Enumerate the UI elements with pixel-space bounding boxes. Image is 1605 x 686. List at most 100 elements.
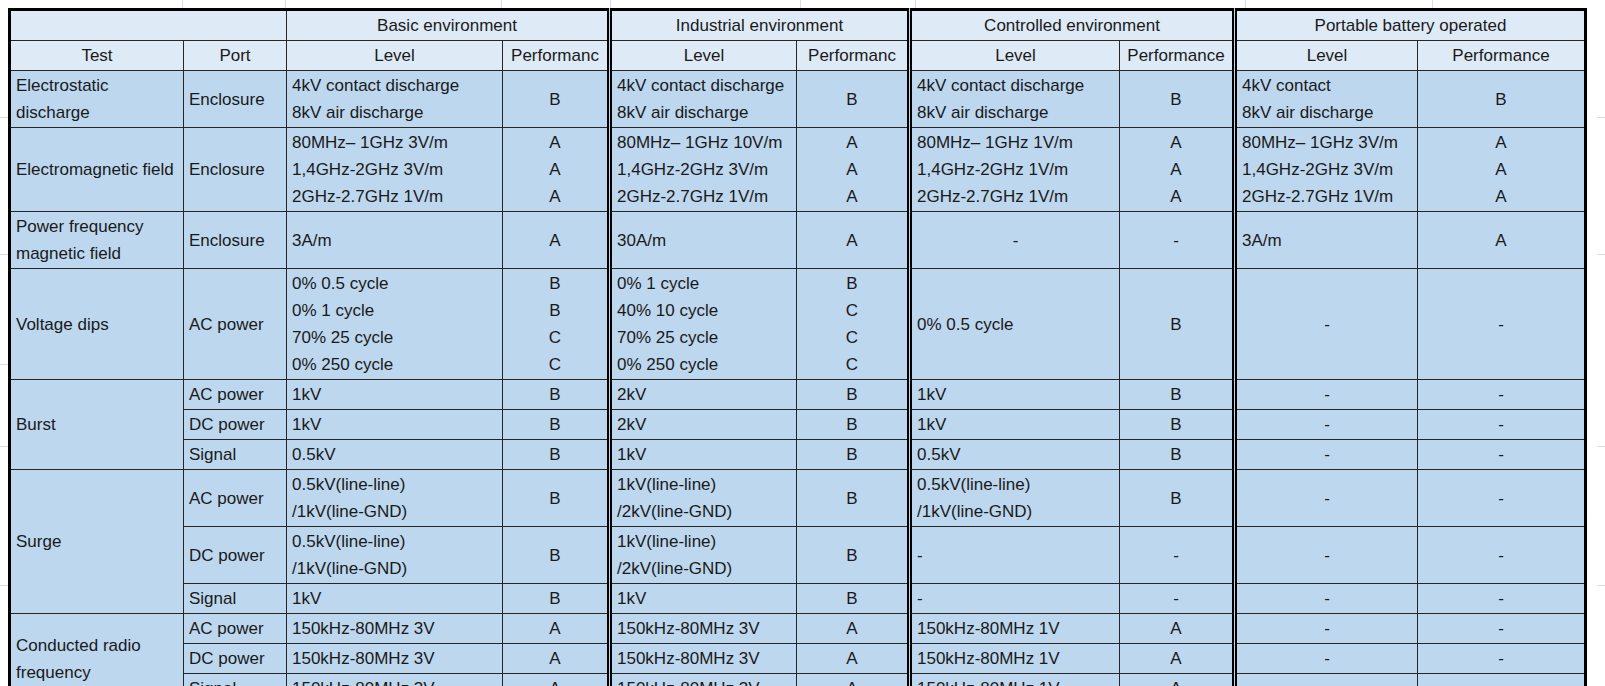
gridline (915, 0, 916, 8)
cell-test: Voltage dips (10, 269, 184, 380)
env-header-industrial: Industrial environment (610, 10, 910, 41)
row-burst-ac: Burst AC power 1kV B 2kV B 1kV B - - (10, 380, 1586, 410)
cell-perf: A (503, 644, 610, 674)
cell-level: - (910, 584, 1120, 614)
cell-port: Signal (184, 674, 287, 686)
cell-perf: B C C C (797, 269, 910, 380)
cell-perf: B (797, 71, 910, 128)
cell-perf: B (1120, 71, 1235, 128)
cell-perf: - (1418, 614, 1586, 644)
header-port: Port (184, 41, 287, 71)
corner-cell (10, 10, 287, 41)
env-header-controlled: Controlled environment (910, 10, 1235, 41)
row-burst-signal: Signal 0.5kV B 1kV B 0.5kV B - - (10, 440, 1586, 470)
gridline (1245, 0, 1246, 8)
row-voltage-dips: Voltage dips AC power 0% 0.5 cycle 0% 1 … (10, 269, 1586, 380)
cell-level: 0.5kV (287, 440, 503, 470)
cell-perf: B B C C (503, 269, 610, 380)
cell-perf: B (797, 410, 910, 440)
cell-port: Enclosure (184, 71, 287, 128)
cell-level: - (1235, 674, 1418, 686)
cell-perf: A (1418, 212, 1586, 269)
row-crf-signal: Signal 150kHz-80MHz 3V A 150kHz-80MHz 3V… (10, 674, 1586, 686)
cell-perf: A (797, 674, 910, 686)
header-level-industrial: Level (610, 41, 797, 71)
cell-perf: - (1418, 440, 1586, 470)
cell-level: 0% 0.5 cycle 0% 1 cycle 70% 25 cycle 0% … (287, 269, 503, 380)
cell-perf: A A A (797, 128, 910, 212)
gridline (1597, 585, 1605, 586)
cell-perf: - (1418, 527, 1586, 584)
gridline (1597, 254, 1605, 255)
cell-level: 3A/m (1235, 212, 1418, 269)
cell-perf: B (503, 470, 610, 527)
cell-port: Enclosure (184, 128, 287, 212)
cell-level: 4kV contact discharge 8kV air discharge (910, 71, 1120, 128)
header-perf-industrial: Performanc (797, 41, 910, 71)
cell-level: 80MHz– 1GHz 3V/m 1,4GHz-2GHz 3V/m 2GHz-2… (287, 128, 503, 212)
cell-perf: B (1120, 440, 1235, 470)
gridline (0, 585, 8, 586)
cell-test: Electromagnetic field (10, 128, 184, 212)
gridline (0, 117, 8, 118)
cell-test: Burst (10, 380, 184, 470)
cell-level: 1kV (287, 410, 503, 440)
header-perf-portable: Performance (1418, 41, 1586, 71)
cell-perf: A (503, 674, 610, 686)
cell-perf: B (1120, 380, 1235, 410)
cell-perf: A (1120, 674, 1235, 686)
cell-level: 0.5kV (910, 440, 1120, 470)
cell-perf: - (1418, 584, 1586, 614)
cell-level: 1kV (287, 380, 503, 410)
cell-level: 150kHz-80MHz 3V (610, 644, 797, 674)
cell-perf: A A A (1418, 128, 1586, 212)
cell-port: AC power (184, 380, 287, 410)
header-level-basic: Level (287, 41, 503, 71)
cell-level: 4kV contact discharge 8kV air discharge (287, 71, 503, 128)
cell-level: 150kHz-80MHz 3V (287, 674, 503, 686)
cell-perf: A (1120, 614, 1235, 644)
cell-level: 1kV (910, 380, 1120, 410)
emc-immunity-table: Basic environment Industrial environment… (8, 8, 1587, 686)
cell-perf: B (503, 440, 610, 470)
gridline (182, 0, 183, 8)
cell-perf: A A A (503, 128, 610, 212)
cell-level: - (1235, 440, 1418, 470)
row-surge-ac: Surge AC power 0.5kV(line-line) /1kV(lin… (10, 470, 1586, 527)
cell-test: Surge (10, 470, 184, 614)
cell-level: 0.5kV(line-line) /1kV(line-GND) (287, 527, 503, 584)
cell-level: 150kHz-80MHz 3V (287, 614, 503, 644)
cell-level: - (910, 527, 1120, 584)
gridline (501, 0, 502, 8)
cell-perf: - (1120, 527, 1235, 584)
cell-test: Electrostatic discharge (10, 71, 184, 128)
header-level-controlled: Level (910, 41, 1120, 71)
cell-perf: B (797, 584, 910, 614)
cell-port: AC power (184, 614, 287, 644)
cell-perf: B (797, 470, 910, 527)
cell-port: DC power (184, 644, 287, 674)
cell-perf: B (1120, 470, 1235, 527)
cell-level: 2kV (610, 380, 797, 410)
gridline (0, 254, 8, 255)
cell-perf: - (1418, 674, 1586, 686)
gridline (1597, 117, 1605, 118)
cell-level: - (1235, 410, 1418, 440)
cell-level: - (1235, 269, 1418, 380)
header-test: Test (10, 41, 184, 71)
env-header-basic: Basic environment (287, 10, 610, 41)
cell-level: 1kV (910, 410, 1120, 440)
cell-perf: A (1120, 644, 1235, 674)
cell-level: 150kHz-80MHz 1V (910, 614, 1120, 644)
cell-level: 1kV(line-line) /2kV(line-GND) (610, 470, 797, 527)
gridline (1597, 446, 1605, 447)
cell-level: 0.5kV(line-line) /1kV(line-GND) (910, 470, 1120, 527)
gridline (0, 446, 8, 447)
cell-level: 4kV contact discharge 8kV air discharge (610, 71, 797, 128)
cell-perf: B (1120, 410, 1235, 440)
cell-level: - (1235, 380, 1418, 410)
cell-level: 80MHz– 1GHz 3V/m 1,4GHz-2GHz 3V/m 2GHz-2… (1235, 128, 1418, 212)
gridline (800, 0, 801, 8)
gridline (1432, 0, 1433, 8)
row-surge-dc: DC power 0.5kV(line-line) /1kV(line-GND)… (10, 527, 1586, 584)
